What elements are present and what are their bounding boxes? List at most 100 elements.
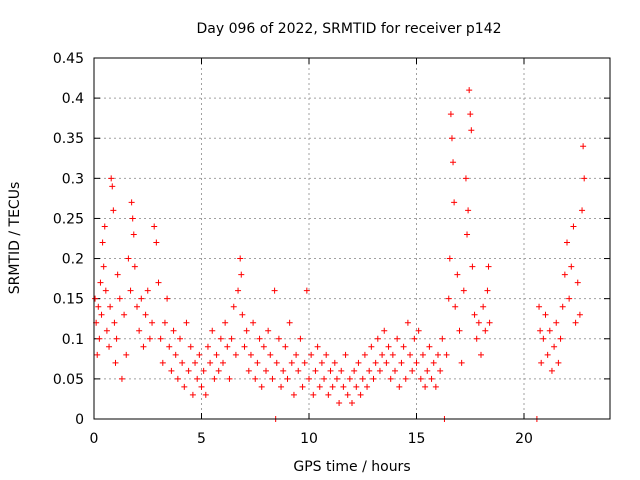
data-point: [196, 351, 203, 358]
data-point: [396, 383, 403, 390]
y-tick-label: 0.35: [53, 131, 84, 147]
data-point: [372, 359, 379, 366]
data-point: [123, 351, 130, 358]
data-point: [435, 351, 441, 358]
data-point: [329, 383, 336, 390]
data-point: [437, 367, 444, 374]
data-point: [366, 367, 373, 374]
data-point: [92, 295, 99, 302]
data-point: [192, 359, 199, 366]
data-point: [174, 375, 181, 382]
y-tick-label: 0.1: [62, 332, 84, 348]
data-point: [282, 343, 289, 350]
grid-lines: [94, 58, 610, 419]
data-point: [451, 199, 458, 206]
data-point: [574, 279, 581, 286]
data-point: [247, 351, 254, 358]
data-point: [325, 391, 332, 398]
data-point: [392, 367, 398, 374]
data-point: [204, 343, 211, 350]
data-point: [149, 319, 156, 326]
data-point: [252, 375, 259, 382]
data-point: [213, 351, 220, 358]
data-point: [110, 207, 117, 214]
plot-frame: [93, 57, 611, 420]
data-point: [108, 175, 115, 182]
data-point: [280, 367, 287, 374]
data-point: [557, 335, 564, 342]
data-point: [194, 375, 201, 382]
data-point: [344, 391, 351, 398]
data-point: [172, 351, 179, 358]
data-point: [548, 367, 555, 374]
data-point: [127, 287, 134, 294]
data-point: [387, 375, 394, 382]
data-point: [555, 359, 562, 366]
data-point: [209, 327, 216, 334]
data-point: [301, 359, 308, 366]
data-point: [486, 319, 493, 326]
data-point: [579, 207, 586, 214]
data-point: [458, 359, 465, 366]
data-point: [168, 367, 175, 374]
data-point: [353, 383, 360, 390]
data-point: [164, 295, 171, 302]
data-point: [157, 335, 164, 342]
data-point: [357, 391, 364, 398]
data-point: [398, 359, 405, 366]
data-point: [177, 335, 183, 342]
data-point: [129, 215, 136, 222]
data-point: [385, 343, 392, 350]
data-point: [166, 343, 173, 350]
data-point: [222, 319, 229, 326]
data-point: [466, 87, 473, 94]
data-point: [235, 287, 242, 294]
data-point: [402, 375, 409, 382]
data-point: [263, 367, 269, 374]
data-point: [389, 351, 396, 358]
data-point: [447, 111, 454, 118]
data-point: [245, 367, 252, 374]
data-point: [323, 351, 330, 358]
data-point: [260, 343, 267, 350]
data-point: [295, 367, 302, 374]
data-point: [297, 335, 304, 342]
data-point: [254, 359, 261, 366]
data-point: [379, 351, 386, 358]
data-point: [465, 207, 472, 214]
data-point: [155, 279, 162, 286]
data-point: [464, 231, 471, 238]
data-point: [536, 303, 543, 310]
data-point: [290, 391, 297, 398]
y-tick-label: 0: [75, 412, 84, 428]
data-point: [215, 367, 222, 374]
data-point: [376, 367, 383, 374]
data-point: [331, 359, 338, 366]
data-point: [303, 287, 310, 294]
data-point: [211, 375, 218, 382]
data-point: [312, 367, 319, 374]
data-point: [428, 375, 435, 382]
data-point: [454, 271, 461, 278]
data-point: [473, 335, 480, 342]
data-point: [94, 351, 101, 358]
data-point: [138, 295, 145, 302]
axis-ticks: 0 5 10 15 20 0 0.05 0.1 0.15 0.2 0.25 0.3 0.35 0.4 0.4…: [53, 51, 610, 447]
data-point: [111, 319, 118, 326]
y-tick-label: 0.15: [53, 292, 84, 308]
data-point: [265, 327, 272, 334]
data-point: [439, 335, 446, 342]
data-point: [546, 327, 553, 334]
data-point: [407, 351, 414, 358]
data-point: [542, 311, 549, 318]
data-point: [576, 311, 583, 318]
data-point: [370, 375, 377, 382]
data-point: [374, 335, 381, 342]
data-point: [288, 359, 295, 366]
data-point: [316, 383, 323, 390]
data-point: [478, 351, 484, 358]
data-point: [475, 319, 482, 326]
data-point: [424, 367, 431, 374]
data-point: [200, 367, 207, 374]
data-point: [342, 351, 349, 358]
